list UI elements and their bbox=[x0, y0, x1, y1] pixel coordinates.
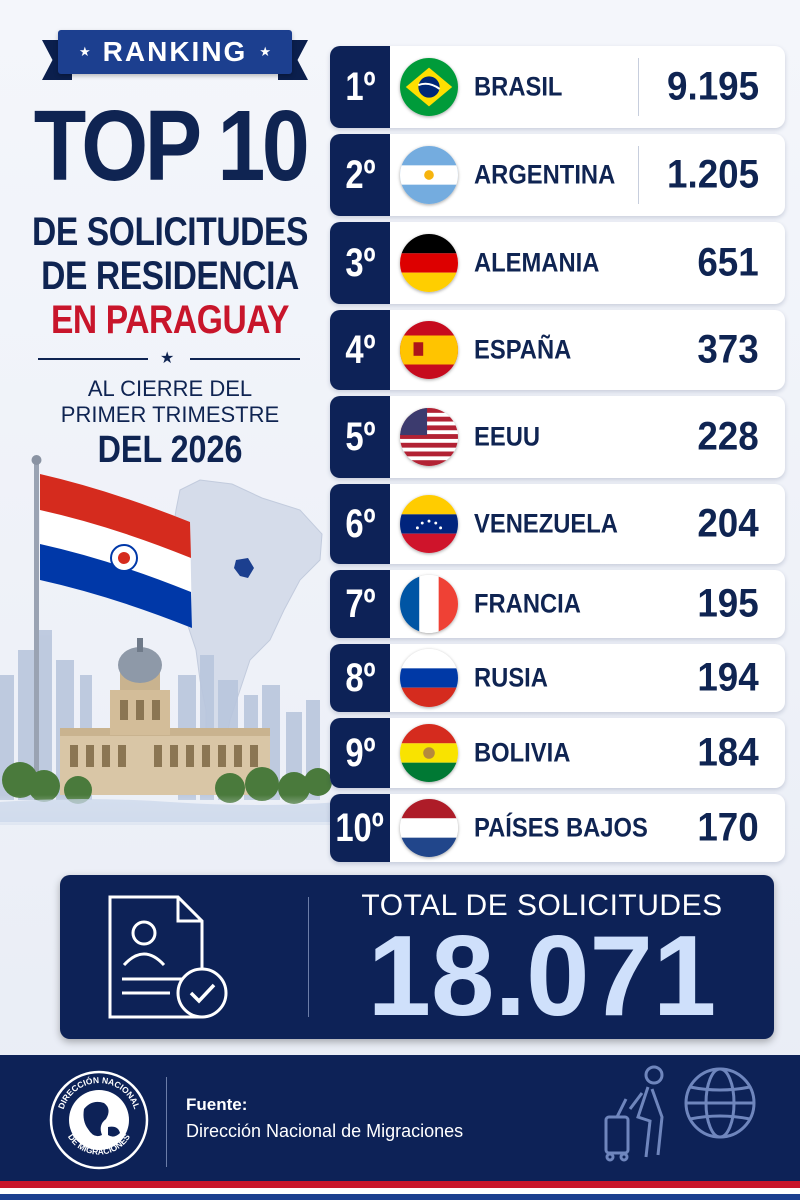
usa-flag-icon bbox=[400, 408, 458, 466]
country-name: ARGENTINA bbox=[474, 159, 616, 190]
source-label: Fuente: bbox=[186, 1095, 248, 1114]
rank-position: 5º bbox=[344, 414, 376, 459]
traveler-globe-icon bbox=[604, 1065, 756, 1162]
subtitle-line-2: PRIMER TRIMESTRE bbox=[60, 402, 280, 427]
star-icon: ★ bbox=[259, 44, 271, 59]
title-line-2: DE RESIDENCIA bbox=[41, 254, 299, 298]
russia-flag-icon bbox=[400, 649, 458, 707]
brazil-flag-icon bbox=[400, 58, 458, 116]
request-count: 373 bbox=[697, 327, 759, 372]
total-value: 18.071 bbox=[367, 913, 717, 1040]
request-count: 1.205 bbox=[666, 152, 759, 197]
spain-flag-icon bbox=[400, 321, 458, 379]
request-count: 204 bbox=[697, 501, 759, 546]
ranking-row: 2º ARGENTINA 1.205 bbox=[330, 134, 785, 216]
paraguay-illustration bbox=[0, 455, 340, 825]
netherlands-flag-icon bbox=[400, 799, 458, 857]
page-title: TOP 10 bbox=[33, 90, 310, 202]
source-name: Dirección Nacional de Migraciones bbox=[186, 1121, 464, 1141]
country-name: BRASIL bbox=[474, 71, 563, 102]
ranking-ribbon: ★ RANKING ★ bbox=[42, 30, 308, 80]
rank-position: 1º bbox=[344, 64, 376, 109]
request-count: 651 bbox=[697, 240, 759, 285]
total-label: TOTAL DE SOLICITUDES bbox=[361, 889, 723, 922]
subtitle-line-1: AL CIERRE DEL bbox=[87, 376, 253, 401]
subtitle-line-3: DEL 2026 bbox=[97, 429, 243, 471]
ranking-row: 1º BRASIL 9.195 bbox=[330, 46, 785, 128]
ranking-row: 9º BOLIVIA 184 bbox=[330, 718, 785, 788]
title-line-1: DE SOLICITUDES bbox=[31, 210, 309, 254]
total-box: TOTAL DE SOLICITUDES 18.071 bbox=[60, 875, 774, 1039]
france-flag-icon bbox=[400, 575, 458, 633]
rank-position: 4º bbox=[344, 327, 376, 372]
title-line-3: EN PARAGUAY bbox=[50, 298, 290, 342]
ranking-row: 3º ALEMANIA 651 bbox=[330, 222, 785, 304]
star-icon: ★ bbox=[79, 44, 91, 59]
ranking-row: 6º VENEZUELA 204 bbox=[330, 484, 785, 564]
bolivia-flag-icon bbox=[400, 724, 458, 782]
request-count: 9.195 bbox=[666, 64, 759, 109]
rank-position: 10º bbox=[335, 805, 385, 850]
ranking-row: 5º EEUU 228 bbox=[330, 396, 785, 478]
country-name: BOLIVIA bbox=[474, 737, 571, 768]
request-count: 194 bbox=[697, 655, 759, 700]
footer: DIRECCIÓN NACIONAL DE MIGRACIONES Fuente… bbox=[0, 1055, 800, 1200]
rank-position: 2º bbox=[344, 152, 376, 197]
ribbon-label: RANKING bbox=[102, 36, 248, 67]
rank-position: 7º bbox=[344, 581, 376, 626]
venezuela-flag-icon bbox=[400, 495, 458, 553]
country-name: EEUU bbox=[474, 421, 541, 452]
germany-flag-icon bbox=[400, 234, 458, 292]
document-check-icon bbox=[108, 895, 228, 1019]
title-divider: ★ bbox=[38, 350, 300, 367]
country-name: PAÍSES BAJOS bbox=[474, 812, 648, 843]
palace-illustration bbox=[60, 638, 270, 795]
rank-position: 3º bbox=[344, 240, 376, 285]
argentina-flag-icon bbox=[400, 146, 458, 204]
country-name: FRANCIA bbox=[474, 588, 581, 619]
ranking-row: 8º RUSIA 194 bbox=[330, 644, 785, 712]
request-count: 184 bbox=[697, 730, 759, 775]
ranking-row: 10º PAÍSES BAJOS 170 bbox=[330, 794, 785, 862]
country-name: RUSIA bbox=[474, 662, 548, 693]
rank-position: 8º bbox=[344, 655, 376, 700]
ranking-row: 7º FRANCIA 195 bbox=[330, 570, 785, 638]
country-name: ALEMANIA bbox=[474, 247, 600, 278]
star-icon: ★ bbox=[160, 350, 175, 367]
paraguay-marker bbox=[234, 558, 254, 578]
request-count: 170 bbox=[697, 805, 759, 850]
country-name: VENEZUELA bbox=[474, 508, 618, 539]
request-count: 228 bbox=[697, 414, 759, 459]
ranking-row: 4º ESPAÑA 373 bbox=[330, 310, 785, 390]
migraciones-seal-logo: DIRECCIÓN NACIONAL DE MIGRACIONES bbox=[49, 1070, 149, 1170]
rank-position: 6º bbox=[344, 501, 376, 546]
rank-position: 9º bbox=[344, 730, 376, 775]
country-name: ESPAÑA bbox=[474, 334, 572, 365]
request-count: 195 bbox=[697, 581, 759, 626]
title-panel: ★ RANKING ★ TOP 10 DE SOLICITUDES DE RES… bbox=[0, 0, 340, 860]
